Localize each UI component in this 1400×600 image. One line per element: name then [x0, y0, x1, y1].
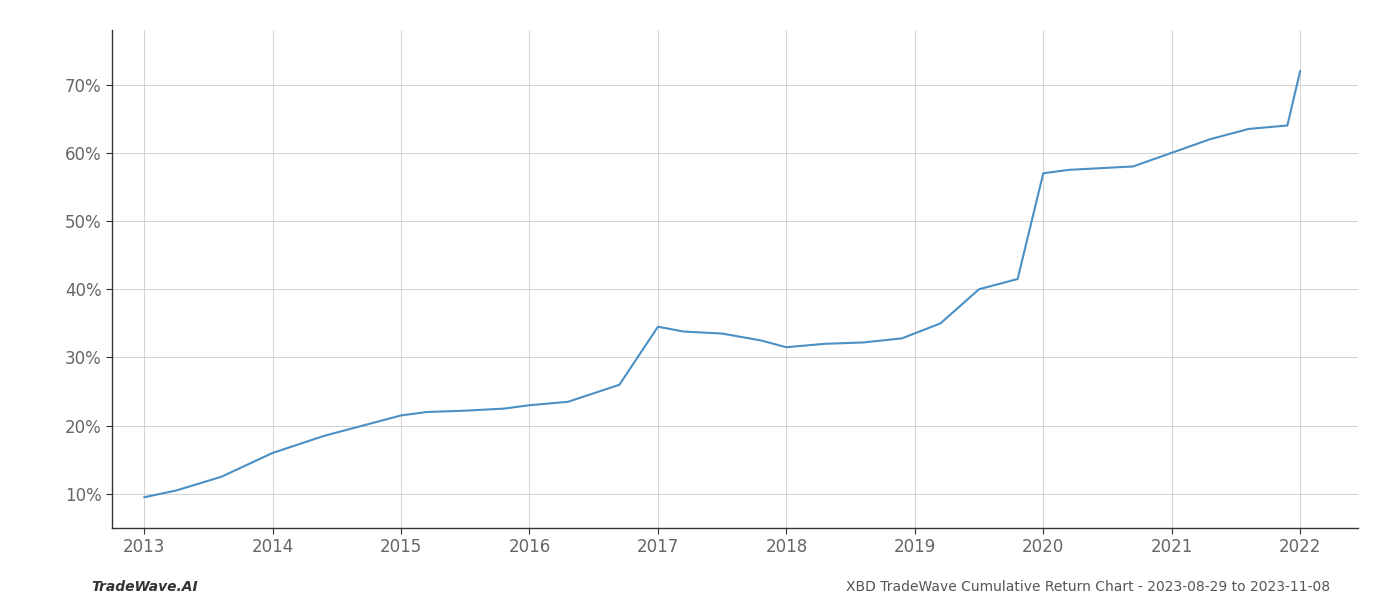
Text: TradeWave.AI: TradeWave.AI [91, 580, 197, 594]
Text: XBD TradeWave Cumulative Return Chart - 2023-08-29 to 2023-11-08: XBD TradeWave Cumulative Return Chart - … [846, 580, 1330, 594]
